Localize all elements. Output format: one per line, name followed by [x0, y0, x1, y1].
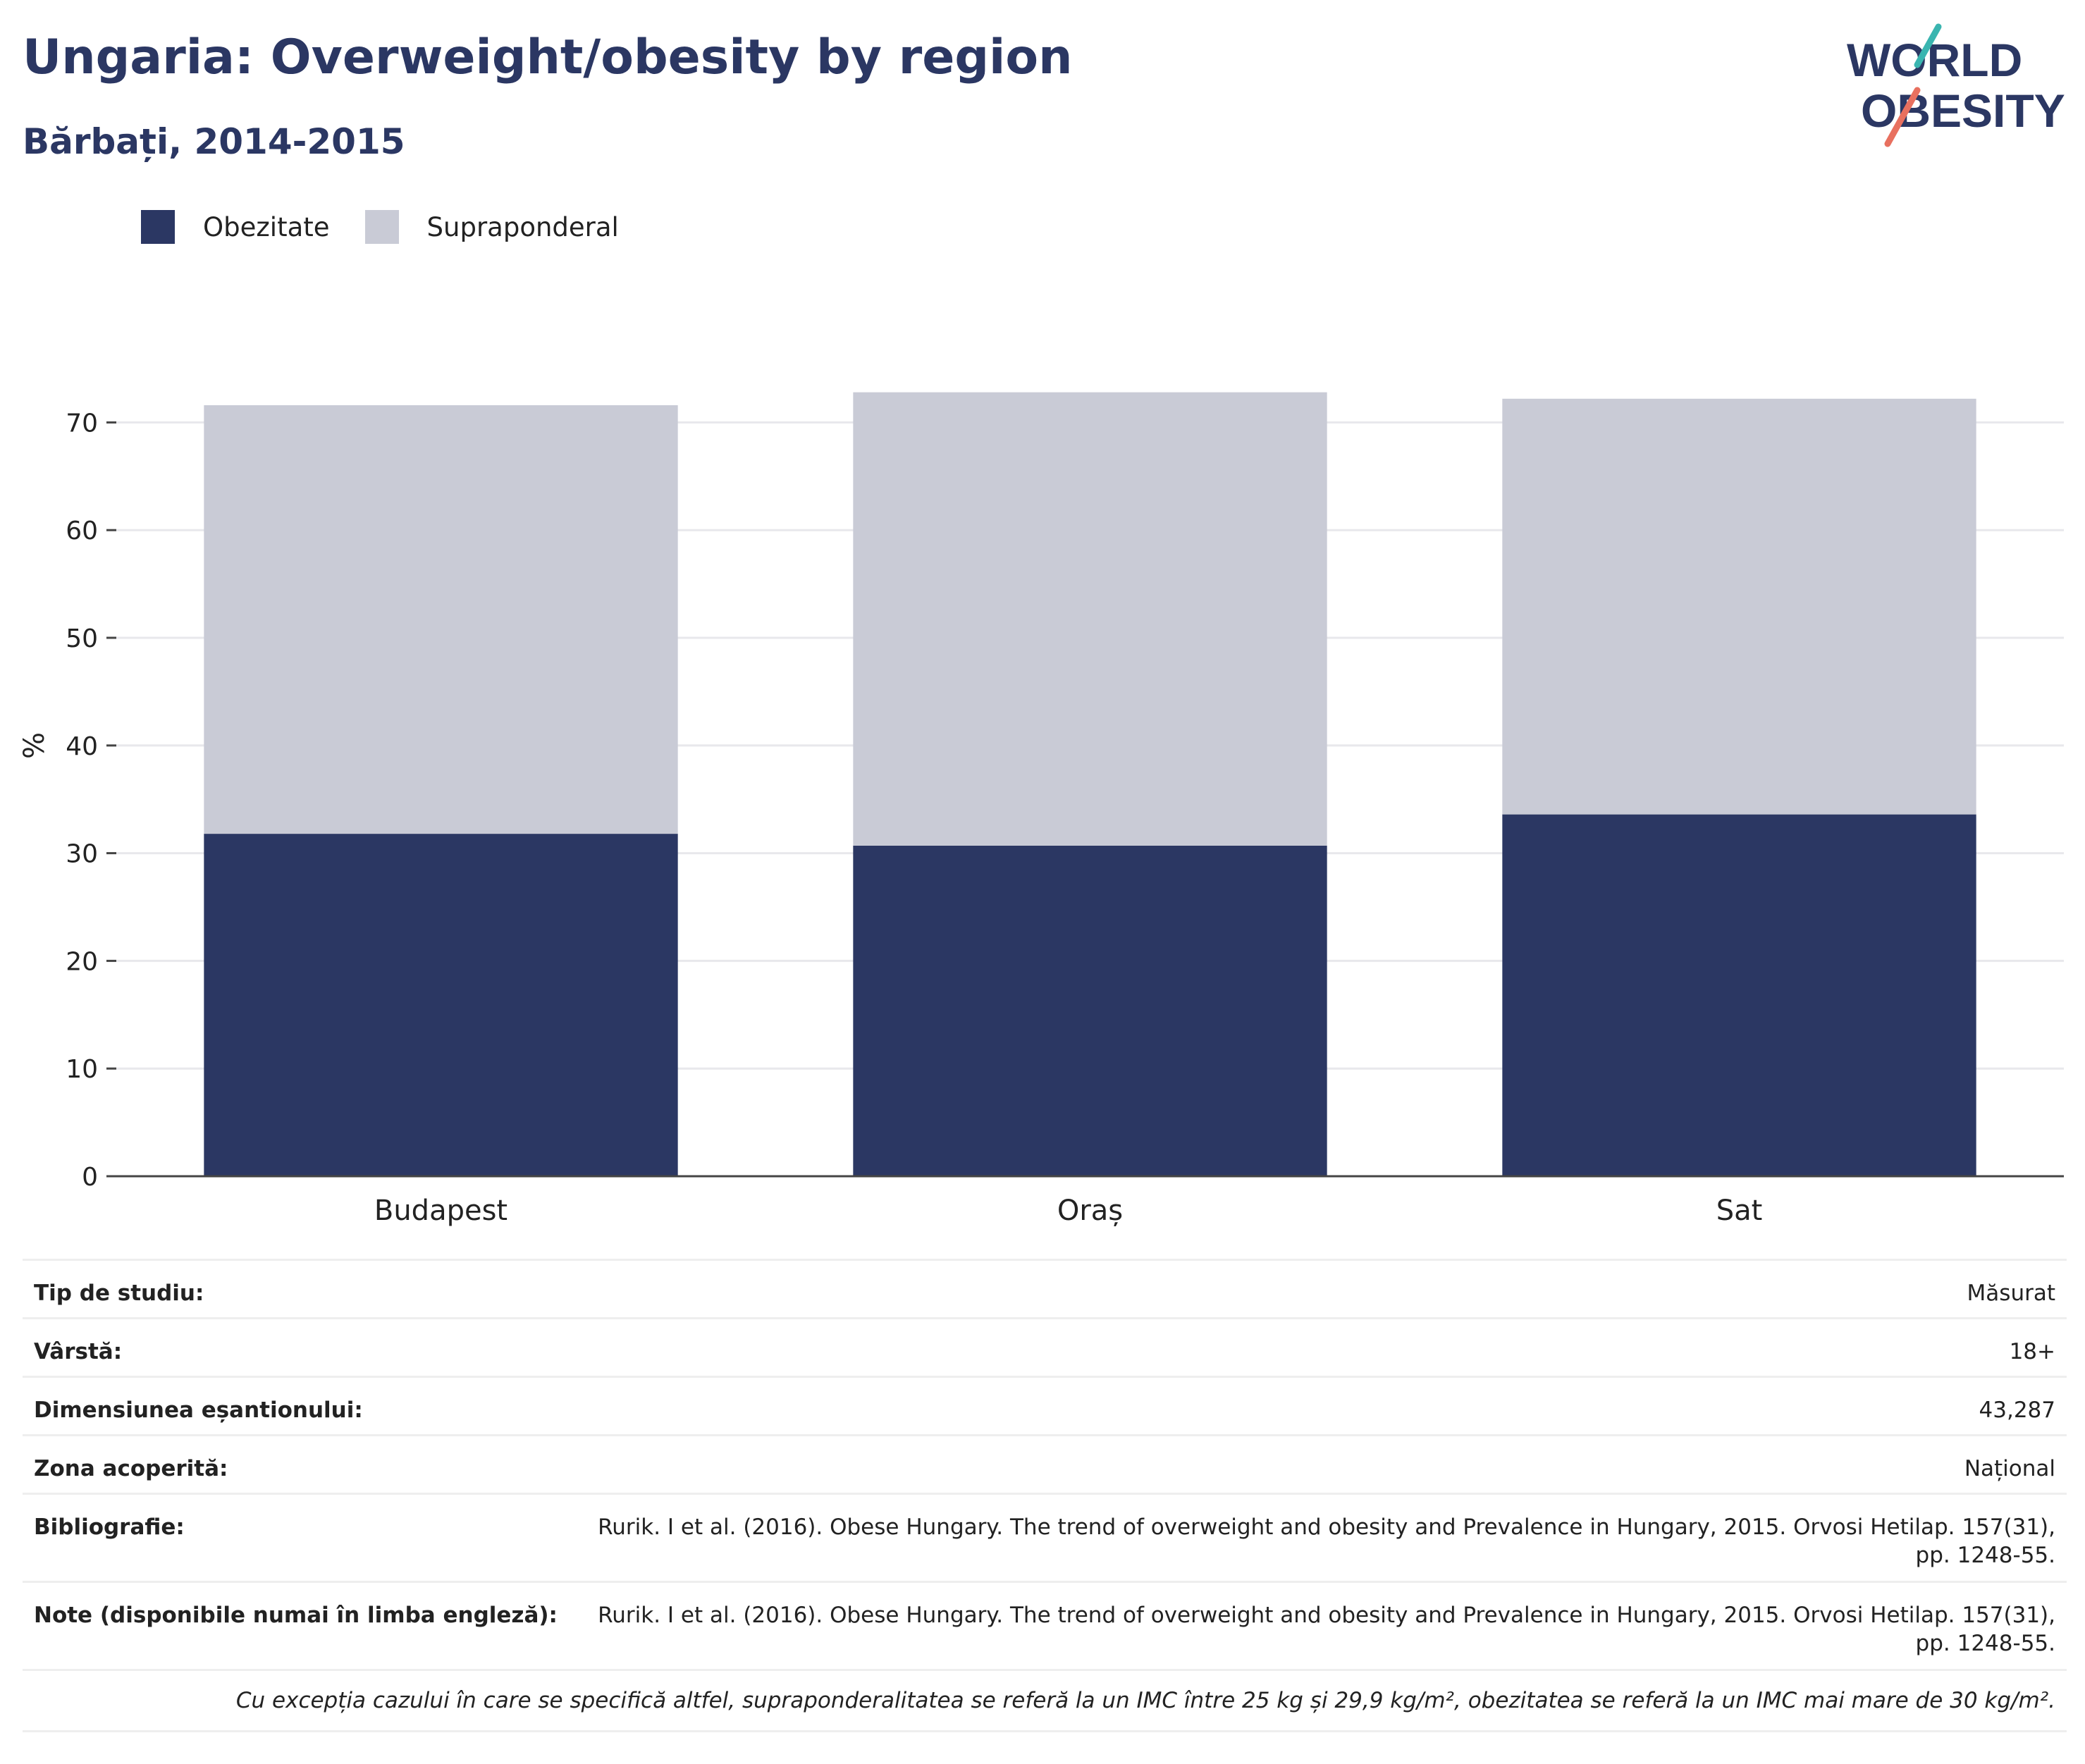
bar-obesity: [204, 834, 678, 1176]
legend-item-obesity[interactable]: Obezitate: [141, 210, 330, 244]
legend-swatch-overweight: [364, 210, 399, 244]
info-key: Dimensiunea eșantionului:: [23, 1376, 569, 1436]
info-key: Note (disponibile numai în limba engleză…: [23, 1581, 569, 1670]
y-tick-label: 30: [66, 840, 98, 869]
info-footnote: Cu excepția cazului în care se specifică…: [23, 1669, 2067, 1732]
info-row: Note (disponibile numai în limba engleză…: [23, 1581, 2067, 1670]
info-value: 18+: [568, 1317, 2067, 1377]
info-row: Dimensiunea eșantionului: 43,287: [23, 1376, 2067, 1436]
info-value: Rurik. I et al. (2016). Obese Hungary. T…: [568, 1581, 2067, 1670]
info-key: Zona acoperită:: [23, 1434, 569, 1494]
info-value: Măsurat: [568, 1259, 2067, 1319]
info-value: Rurik. I et al. (2016). Obese Hungary. T…: [568, 1493, 2067, 1582]
bar-overweight: [1502, 398, 1976, 815]
study-info-table: Tip de studiu: Măsurat Vârstă: 18+ Dimen…: [23, 1259, 2067, 1732]
y-tick-label: 40: [66, 732, 98, 761]
x-tick-label: Budapest: [374, 1195, 508, 1226]
y-tick-label: 70: [66, 409, 98, 438]
info-key: Tip de studiu:: [23, 1259, 569, 1319]
y-tick-label: 20: [66, 947, 98, 976]
info-row: Vârstă: 18+: [23, 1317, 2067, 1377]
info-key: Vârstă:: [23, 1317, 569, 1377]
logo-slash-teal: [1914, 23, 1942, 68]
chart-legend: Obezitate Supraponderal: [141, 210, 654, 244]
world-obesity-logo: WORLD OBESITY: [1847, 23, 2065, 147]
bar-obesity: [853, 845, 1327, 1176]
x-tick-label: Sat: [1716, 1195, 1763, 1226]
info-value: 43,287: [568, 1376, 2067, 1436]
page-title: Ungaria: Overweight/obesity by region: [23, 30, 1073, 85]
info-footnote-row: Cu excepția cazului în care se specifică…: [23, 1669, 2067, 1732]
y-tick-label: 50: [66, 624, 98, 653]
info-value: Național: [568, 1434, 2067, 1494]
legend-item-overweight[interactable]: Supraponderal: [364, 210, 619, 244]
info-row: Bibliografie: Rurik. I et al. (2016). Ob…: [23, 1493, 2067, 1582]
logo-line2: OBESITY: [1861, 85, 2065, 137]
x-tick-label: Oraș: [1057, 1195, 1123, 1226]
bar-overweight: [853, 392, 1327, 846]
info-row: Zona acoperită: Național: [23, 1434, 2067, 1494]
y-tick-label: 60: [66, 517, 98, 545]
y-tick-label: 10: [66, 1055, 98, 1084]
page-subtitle: Bărbați, 2014-2015: [23, 121, 405, 162]
bar-obesity: [1502, 814, 1976, 1176]
info-key: Bibliografie:: [23, 1493, 569, 1582]
info-row: Tip de studiu: Măsurat: [23, 1259, 2067, 1319]
bar-overweight: [204, 405, 678, 834]
y-tick-label: 0: [82, 1163, 98, 1192]
legend-swatch-obesity: [141, 210, 175, 244]
legend-label-obesity: Obezitate: [203, 211, 330, 242]
logo-line1: WORLD: [1847, 34, 2022, 86]
logo-slash-coral: [1884, 87, 1921, 147]
y-axis-label: %: [18, 732, 51, 759]
legend-label-overweight: Supraponderal: [426, 211, 619, 242]
stacked-bar-chart: 0 10 20 30 40 50 60 70% Budapest Oraș Sat: [18, 392, 2064, 1226]
